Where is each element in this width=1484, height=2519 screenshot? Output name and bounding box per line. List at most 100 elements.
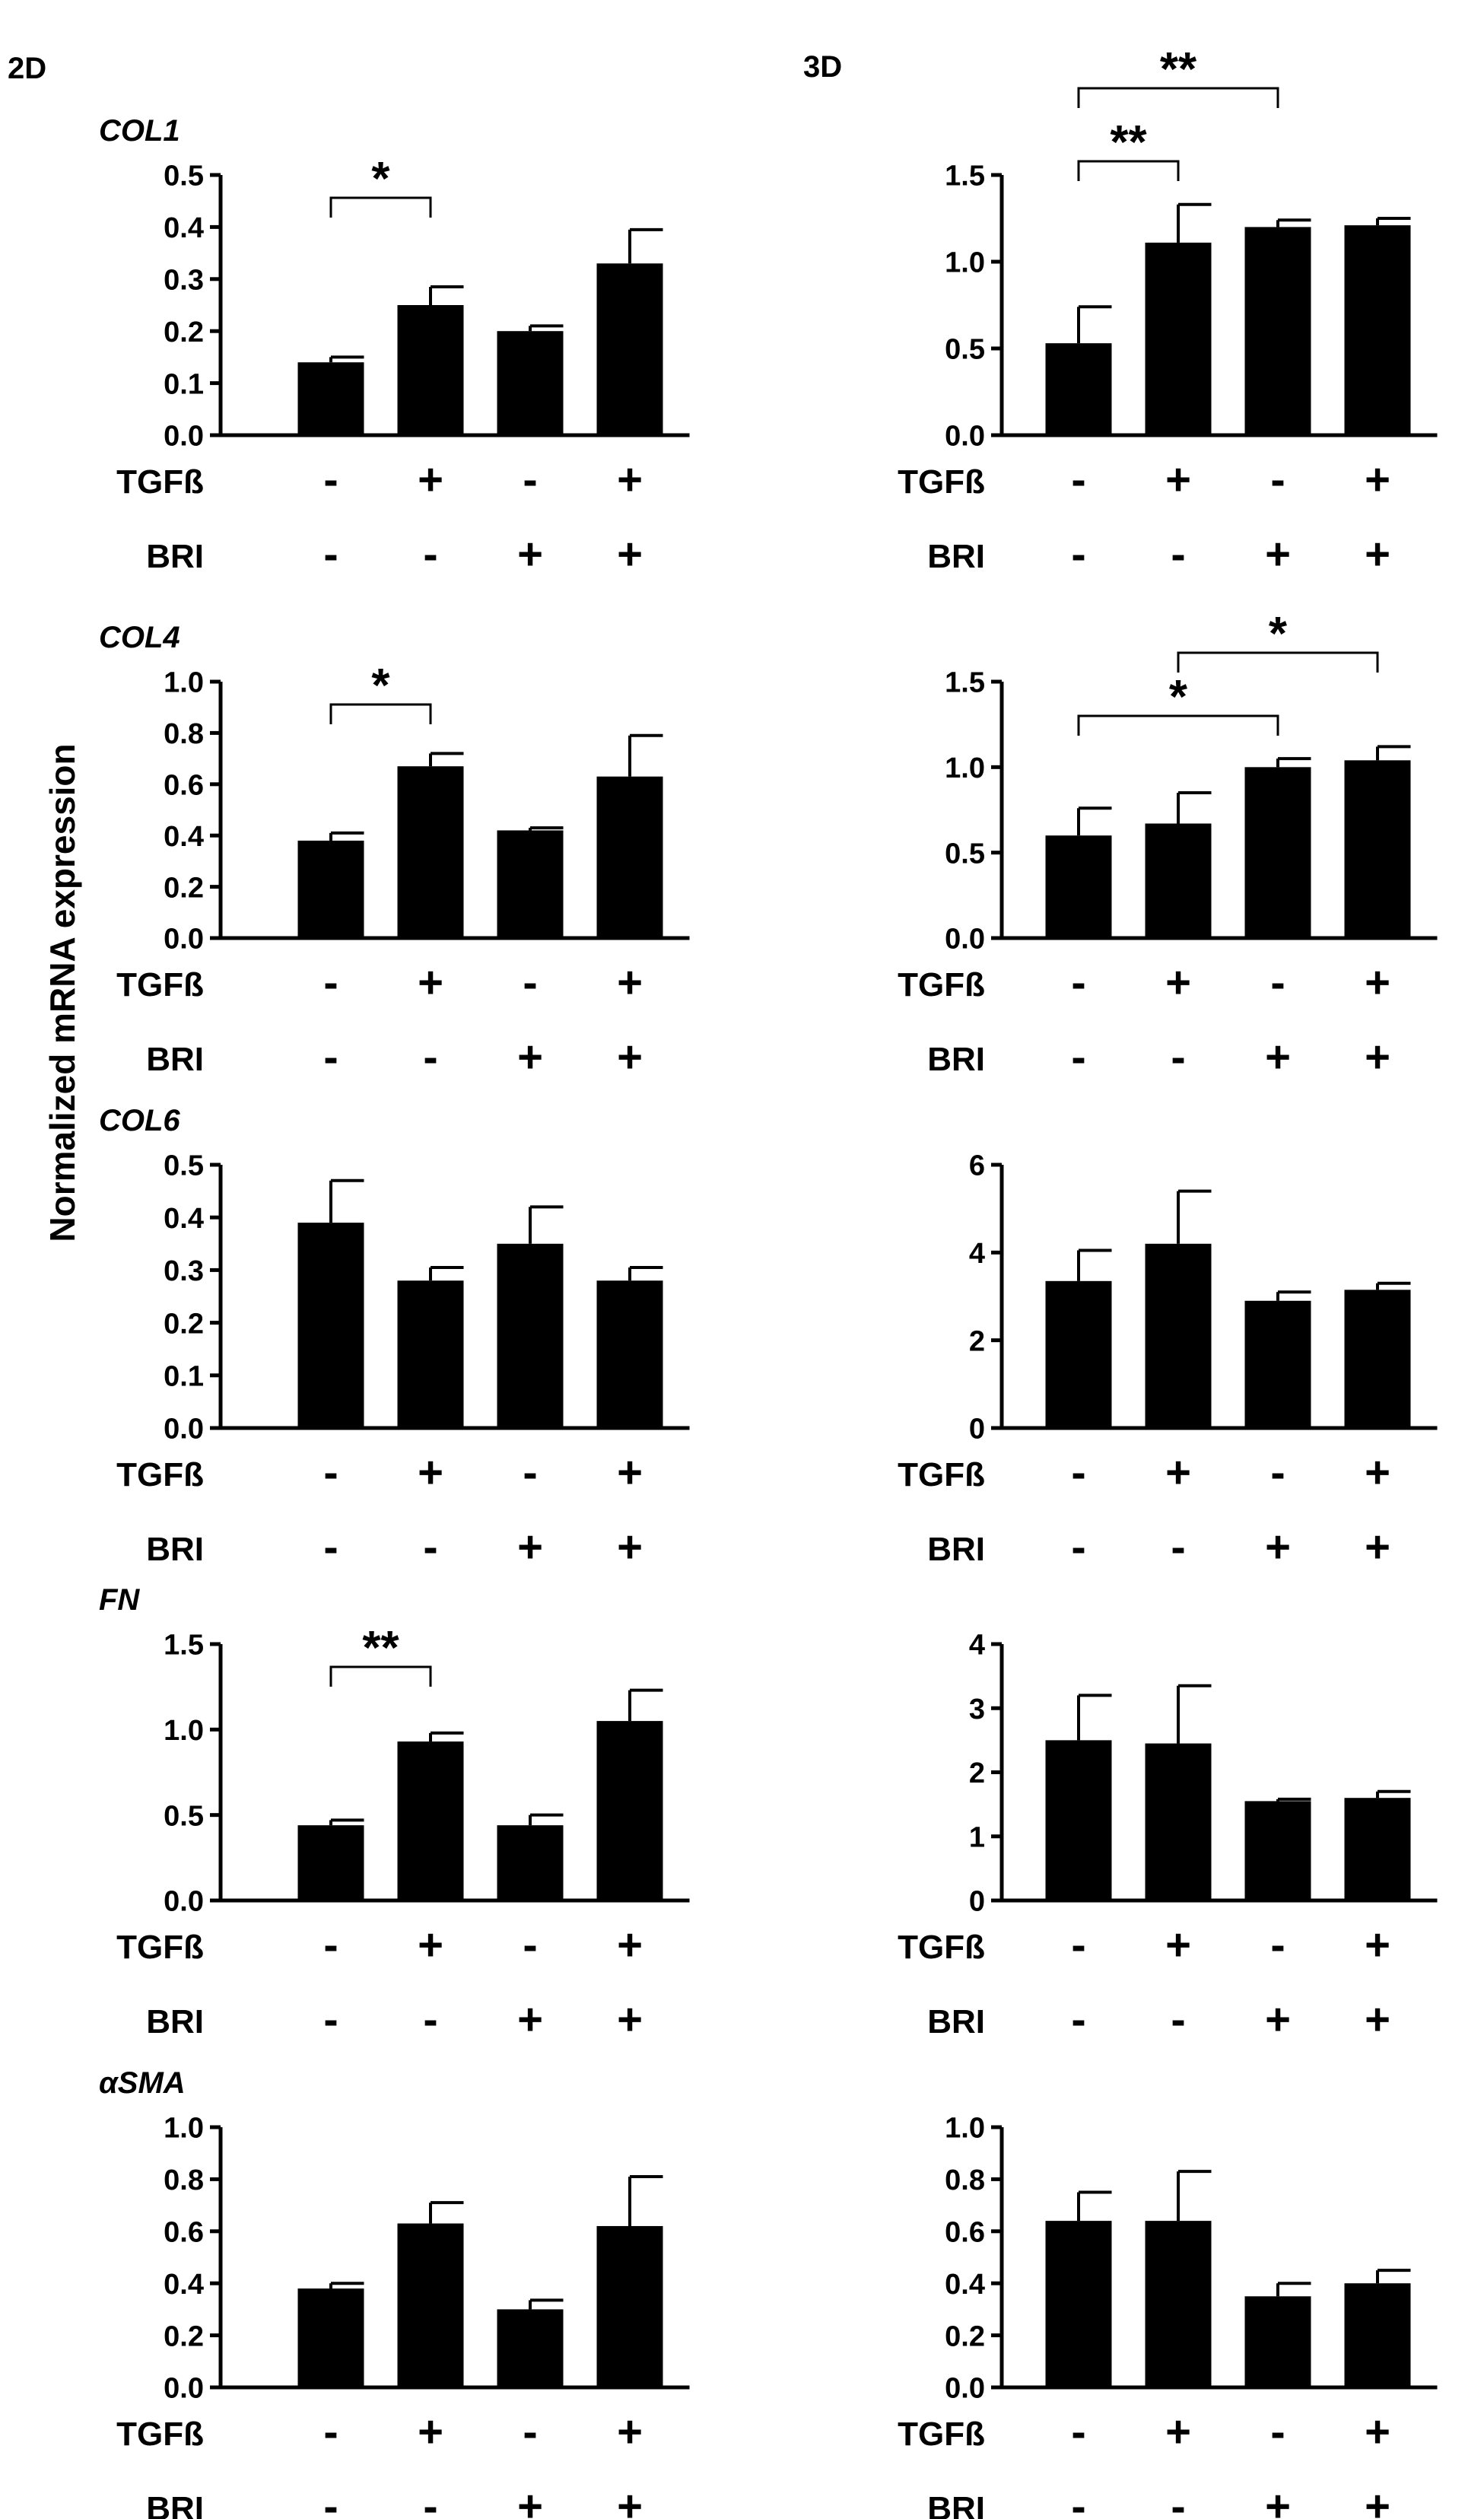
y-tick-label: 0.0 [945, 2373, 985, 2405]
y-tick-label: 6 [969, 1150, 985, 1182]
bar [497, 830, 564, 938]
y-tick-label: 0.5 [164, 1150, 204, 1182]
condition-sign: - [323, 2482, 338, 2519]
significance-bracket [1077, 714, 1279, 736]
chart-panel-asma-2d: 0.0 0.2 0.4 0.6 0.8 1.0 αSMA TGFß - + - + BRI - - + + [99, 2066, 690, 2519]
y-tick-label: 0.4 [164, 1203, 204, 1235]
y-tick-label: 0.3 [164, 264, 204, 296]
condition-sign: + [1265, 1032, 1291, 1082]
column-label-2d: 2D [8, 52, 46, 85]
y-tick-label: 4 [969, 1238, 985, 1270]
chart-panel-asma-3d: 0.0 0.2 0.4 0.6 0.8 1.0 TGFß - + - + BRI - - + + [898, 2113, 1438, 2519]
condition-label: TGFß [898, 1929, 985, 1966]
condition-sign: + [418, 455, 443, 504]
y-tick-label: 0.1 [164, 368, 204, 400]
condition-sign: - [1071, 958, 1085, 1007]
y-tick-label: 1.0 [164, 2113, 204, 2145]
y-tick-label: 0.6 [945, 2216, 985, 2248]
y-tick-label: 0.2 [164, 1308, 204, 1340]
y-tick-label: 0.3 [164, 1255, 204, 1287]
y-tick-label: 1.0 [945, 2113, 985, 2145]
condition-label: BRI [927, 1041, 985, 1078]
y-tick-label: 1.0 [945, 247, 985, 279]
bar [1344, 1290, 1411, 1428]
condition-sign: - [323, 455, 338, 504]
bar [497, 1825, 564, 1900]
condition-sign: - [1171, 1995, 1185, 2044]
condition-sign: + [1265, 1522, 1291, 1572]
condition-sign: - [423, 1522, 437, 1572]
condition-sign: + [1265, 530, 1291, 579]
condition-sign: - [423, 1995, 437, 2044]
condition-sign: + [617, 1920, 643, 1970]
condition-sign: + [1365, 1522, 1390, 1572]
condition-sign: + [1365, 958, 1390, 1007]
significance-bracket [329, 1665, 432, 1687]
bar [1145, 1243, 1212, 1428]
bar [397, 1741, 464, 1900]
condition-label: TGFß [116, 463, 204, 501]
condition-label: BRI [927, 2003, 985, 2040]
bar [397, 305, 464, 435]
bar [1244, 1801, 1311, 1900]
y-tick-label: 1 [969, 1821, 985, 1853]
condition-sign: + [1165, 1448, 1191, 1497]
condition-label: BRI [146, 1041, 204, 1078]
y-tick-label: 1.0 [164, 1715, 204, 1747]
condition-sign: + [1365, 1448, 1390, 1497]
y-tick-label: 1.0 [164, 667, 204, 699]
y-tick-label: 0.8 [945, 2164, 985, 2196]
condition-sign: - [423, 530, 437, 579]
chart-panel-fn-3d: 0 1 2 3 4 TGFß - + - + BRI - - + + [898, 1630, 1438, 2044]
condition-sign: + [1365, 2407, 1390, 2457]
condition-sign: + [418, 2407, 443, 2457]
condition-sign: - [1071, 1995, 1085, 2044]
y-tick-label: 0.4 [164, 2269, 204, 2301]
condition-label: TGFß [116, 966, 204, 1003]
condition-sign: + [617, 1032, 643, 1082]
condition-sign: - [423, 2482, 437, 2519]
condition-sign: - [323, 2407, 338, 2457]
condition-sign: - [323, 1032, 338, 1082]
condition-label: BRI [927, 538, 985, 575]
y-tick-label: 0.8 [164, 718, 204, 750]
bar [297, 1223, 364, 1428]
chart-panel-col1-2d: 0.0 0.1 0.2 0.3 0.4 0.5 COL1 TGFß - + - + BRI - - + + * [99, 114, 690, 579]
condition-sign: + [617, 958, 643, 1007]
y-tick-label: 0.5 [164, 1800, 204, 1832]
condition-label: TGFß [898, 966, 985, 1003]
column-label-3d: 3D [803, 50, 842, 84]
condition-sign: - [523, 958, 537, 1007]
bar [596, 2225, 663, 2387]
condition-sign: - [1270, 1448, 1285, 1497]
y-tick-label: 1.5 [945, 667, 985, 699]
bar [1145, 823, 1212, 938]
condition-sign: - [1071, 1522, 1085, 1572]
condition-sign: - [1071, 530, 1085, 579]
condition-sign: - [1270, 2407, 1285, 2457]
condition-label: BRI [146, 1531, 204, 1568]
condition-sign: - [1171, 2482, 1185, 2519]
condition-sign: + [617, 1995, 643, 2044]
bar [1045, 343, 1112, 435]
gene-label: COL4 [99, 621, 180, 654]
condition-sign: - [1071, 1920, 1085, 1970]
condition-sign: + [617, 1448, 643, 1497]
y-tick-label: 0.5 [945, 334, 985, 366]
condition-sign: - [323, 1448, 338, 1497]
significance-label: ** [362, 1622, 399, 1675]
bar [1344, 1798, 1411, 1900]
bar [297, 362, 364, 435]
condition-sign: + [1165, 958, 1191, 1007]
bar [1344, 225, 1411, 435]
condition-sign: - [423, 1032, 437, 1082]
condition-sign: - [323, 1522, 338, 1572]
y-tick-label: 0.0 [164, 1886, 204, 1918]
condition-label: BRI [927, 2490, 985, 2519]
condition-sign: - [323, 1995, 338, 2044]
condition-sign: + [1165, 455, 1191, 504]
condition-sign: + [1365, 1920, 1390, 1970]
condition-sign: - [1071, 2407, 1085, 2457]
chart-panel-col6-3d: 0 2 4 6 TGFß - + - + BRI - - + + [898, 1150, 1438, 1572]
